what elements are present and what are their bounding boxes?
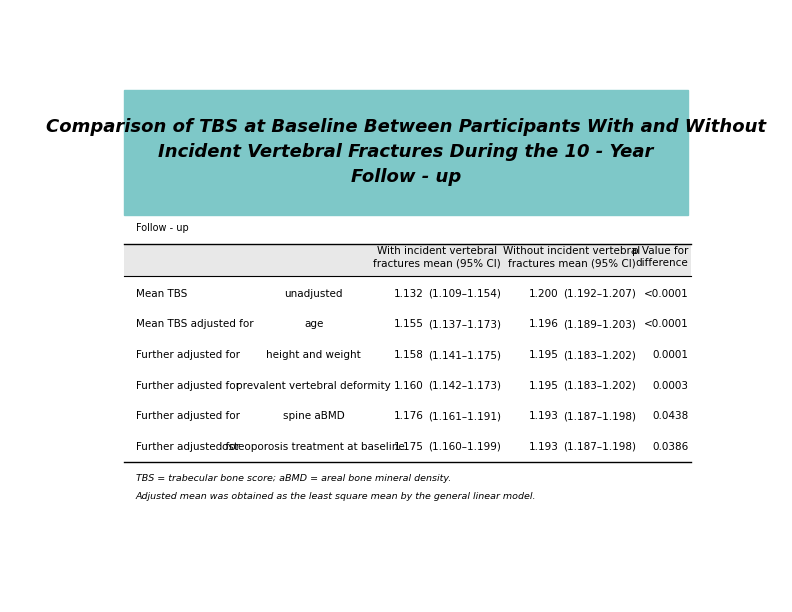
Text: 1.200: 1.200 — [529, 289, 559, 299]
Text: Further adjusted for: Further adjusted for — [136, 350, 240, 360]
Text: Comparison of TBS at Baseline Between Participants With and Without
Incident Ver: Comparison of TBS at Baseline Between Pa… — [46, 118, 766, 187]
Text: 0.0003: 0.0003 — [653, 381, 688, 390]
Text: With incident vertebral
fractures mean (95% CI): With incident vertebral fractures mean (… — [373, 246, 501, 268]
Text: (1.109–1.154): (1.109–1.154) — [428, 289, 501, 299]
Text: prevalent vertebral deformity: prevalent vertebral deformity — [237, 381, 391, 390]
Text: osteoporosis treatment at baseline: osteoporosis treatment at baseline — [223, 442, 406, 452]
Text: Further adjusted for: Further adjusted for — [136, 442, 240, 452]
Text: 1.193: 1.193 — [529, 442, 559, 452]
Text: spine aBMD: spine aBMD — [283, 411, 345, 421]
Text: Mean TBS adjusted for: Mean TBS adjusted for — [136, 319, 253, 329]
Text: <0.0001: <0.0001 — [643, 289, 688, 299]
Text: 0.0001: 0.0001 — [653, 350, 688, 360]
Text: 1.175: 1.175 — [394, 442, 424, 452]
Text: (1.161–1.191): (1.161–1.191) — [428, 411, 501, 421]
Text: Follow - up: Follow - up — [136, 223, 188, 233]
Text: 1.132: 1.132 — [394, 289, 424, 299]
Text: 0.0438: 0.0438 — [652, 411, 688, 421]
Text: (1.142–1.173): (1.142–1.173) — [428, 381, 501, 390]
Text: 1.176: 1.176 — [394, 411, 424, 421]
Text: age: age — [304, 319, 323, 329]
Text: (1.189–1.203): (1.189–1.203) — [563, 319, 636, 329]
Text: (1.187–1.198): (1.187–1.198) — [563, 442, 636, 452]
Text: height and weight: height and weight — [266, 350, 361, 360]
Text: Without incident vertebral
fractures mean (95% CI): Without incident vertebral fractures mea… — [503, 246, 640, 268]
Text: (1.137–1.173): (1.137–1.173) — [428, 319, 501, 329]
FancyBboxPatch shape — [124, 90, 688, 215]
Text: <0.0001: <0.0001 — [643, 319, 688, 329]
Text: (1.187–1.198): (1.187–1.198) — [563, 411, 636, 421]
Text: 1.195: 1.195 — [529, 381, 559, 390]
Text: 1.160: 1.160 — [394, 381, 424, 390]
Text: 0.0386: 0.0386 — [652, 442, 688, 452]
Text: 1.195: 1.195 — [529, 350, 559, 360]
Text: TBS = trabecular bone score; aBMD = areal bone mineral density.: TBS = trabecular bone score; aBMD = area… — [136, 474, 451, 483]
Text: 1.158: 1.158 — [394, 350, 424, 360]
Text: 1.196: 1.196 — [529, 319, 559, 329]
Text: 1.155: 1.155 — [394, 319, 424, 329]
Text: 1.193: 1.193 — [529, 411, 559, 421]
Text: Mean TBS: Mean TBS — [136, 289, 187, 299]
Text: (1.192–1.207): (1.192–1.207) — [563, 289, 636, 299]
Text: Further adjusted for: Further adjusted for — [136, 411, 240, 421]
Text: (1.183–1.202): (1.183–1.202) — [563, 350, 636, 360]
Text: p Value for
difference: p Value for difference — [632, 246, 688, 268]
Text: (1.141–1.175): (1.141–1.175) — [428, 350, 501, 360]
Text: Further adjusted for: Further adjusted for — [136, 381, 240, 390]
Text: unadjusted: unadjusted — [284, 289, 343, 299]
Text: Adjusted mean was obtained as the least square mean by the general linear model.: Adjusted mean was obtained as the least … — [136, 492, 536, 501]
Text: (1.160–1.199): (1.160–1.199) — [428, 442, 501, 452]
FancyBboxPatch shape — [124, 244, 691, 276]
Text: (1.183–1.202): (1.183–1.202) — [563, 381, 636, 390]
